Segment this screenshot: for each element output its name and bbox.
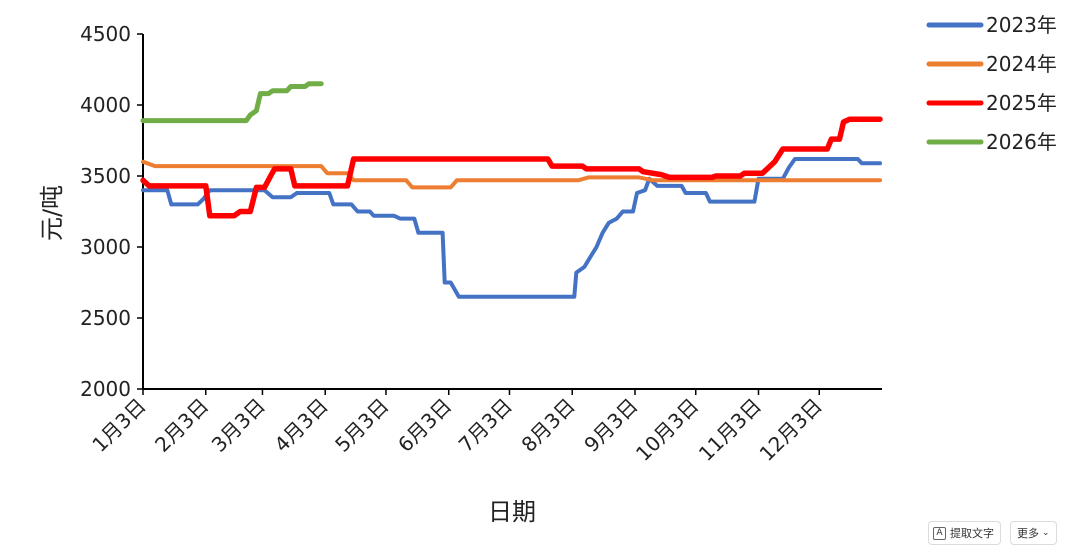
series-line-1 (141, 157, 882, 299)
extract-text-button[interactable]: A 提取文字 (928, 521, 1001, 545)
series-line-4 (140, 81, 324, 124)
series-line-3 (140, 116, 883, 219)
series-line-2 (141, 159, 882, 190)
text-scan-icon: A (933, 526, 946, 540)
legend-label: 2026年 (986, 130, 1057, 154)
y-tick-label: 4500 (80, 22, 131, 46)
x-tick-label: 8月3日 (517, 394, 580, 457)
x-tick-label: 5月3日 (330, 394, 393, 457)
y-tick-label: 4000 (80, 93, 131, 117)
x-tick-label: 2月3日 (150, 394, 213, 457)
legend-label: 2023年 (986, 13, 1057, 37)
x-tick-label: 11月3日 (694, 394, 766, 466)
more-button[interactable]: 更多 ⌄ (1010, 521, 1057, 545)
x-tick-label: 7月3日 (454, 394, 517, 457)
x-tick-label: 10月3日 (631, 394, 703, 466)
x-tick-label: 4月3日 (270, 394, 333, 457)
x-tick-label: 12月3日 (755, 394, 827, 466)
legend-label: 2025年 (986, 91, 1057, 115)
x-axis-label: 日期 (488, 498, 536, 526)
y-tick-label: 2000 (80, 377, 131, 401)
y-axis-label: 元/吨 (38, 185, 66, 241)
y-tick-label: 3000 (80, 235, 131, 259)
chevron-down-icon: ⌄ (1042, 528, 1050, 538)
y-axis: 2000 2500 3000 3500 4000 4500 (80, 22, 144, 401)
y-tick-label: 2500 (80, 306, 131, 330)
series-lines (140, 81, 883, 299)
x-tick-label: 3月3日 (207, 394, 270, 457)
more-label: 更多 (1017, 527, 1039, 540)
x-tick-label: 1月3日 (87, 394, 150, 457)
legend: 2023年 2024年 2025年 2026年 (926, 13, 1057, 154)
legend-label: 2024年 (986, 52, 1057, 76)
x-tick-label: 6月3日 (393, 394, 456, 457)
extract-text-label: 提取文字 (950, 527, 994, 540)
y-tick-label: 3500 (80, 164, 131, 188)
